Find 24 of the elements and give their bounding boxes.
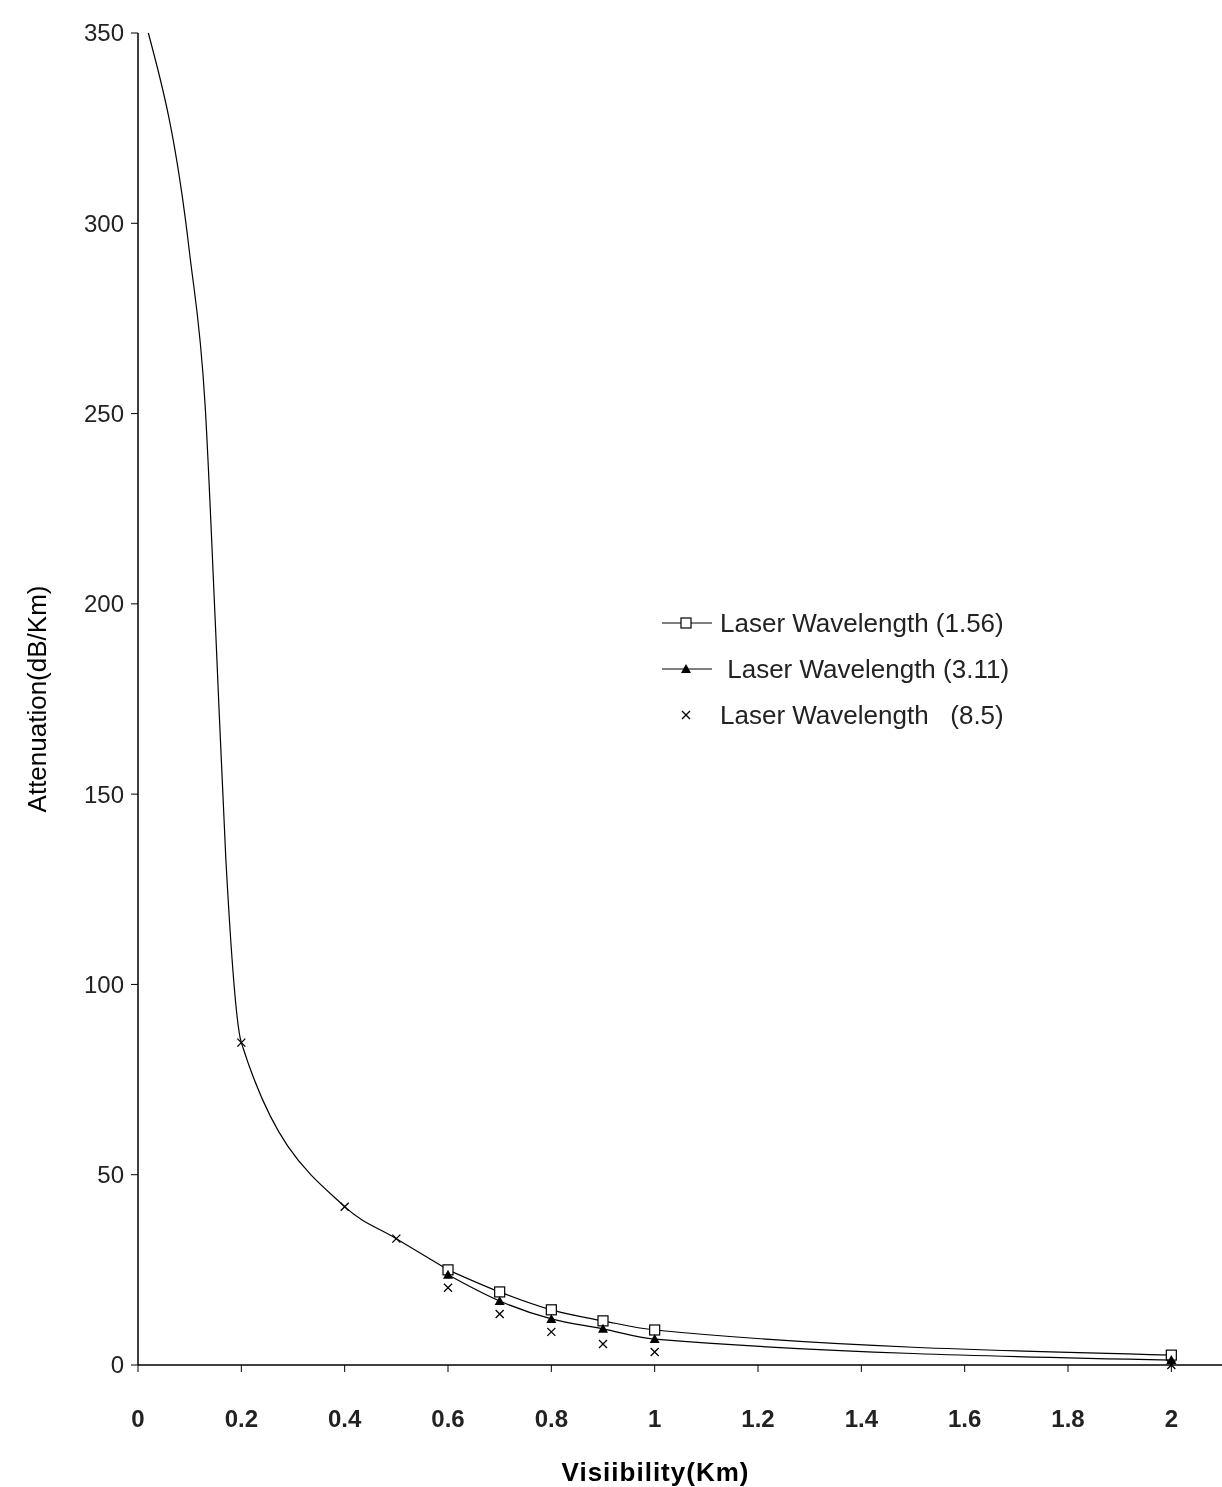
- legend-label: Laser Wavelength (1.56): [720, 608, 1004, 639]
- y-tick-label: 300: [83, 209, 124, 237]
- x-tick-label: 1.6: [947, 1405, 982, 1432]
- y-axis-title: Attenuation(dB/Km): [22, 585, 52, 813]
- x-tick-label: 0.6: [431, 1405, 465, 1432]
- legend-label: Laser Wavelength (3.11): [720, 654, 1010, 685]
- y-tick-label: 50: [97, 1161, 124, 1189]
- x-axis-title: Visiibility(Km): [561, 1457, 750, 1487]
- x-tick-label: 1.2: [741, 1405, 775, 1432]
- x-tick-label: 0.2: [224, 1405, 259, 1432]
- y-tick-label: 250: [83, 399, 124, 427]
- y-tick-label: 150: [83, 780, 124, 808]
- x-tick-label: 0: [131, 1405, 145, 1432]
- x-tick-label: 1.4: [844, 1405, 879, 1432]
- x-tick-label: 0.4: [327, 1405, 362, 1432]
- x-tick-label: 1.8: [1051, 1405, 1085, 1432]
- x-tick-label: 2: [1164, 1405, 1179, 1432]
- legend-label: Laser Wavelength (8.5): [720, 700, 1004, 731]
- y-tick-label: 100: [83, 970, 124, 998]
- x-tick-label: 0.8: [534, 1405, 569, 1432]
- x-tick-label: 1: [647, 1405, 662, 1432]
- y-tick-label: 200: [83, 590, 124, 618]
- y-tick-label: 350: [83, 19, 124, 47]
- y-tick-label: 0: [110, 1351, 124, 1379]
